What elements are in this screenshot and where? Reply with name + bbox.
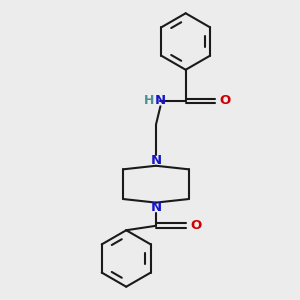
Text: N: N — [150, 202, 161, 214]
Text: O: O — [220, 94, 231, 107]
Text: N: N — [155, 94, 166, 107]
Text: H: H — [144, 94, 154, 107]
Text: N: N — [150, 154, 161, 167]
Text: O: O — [190, 219, 201, 232]
